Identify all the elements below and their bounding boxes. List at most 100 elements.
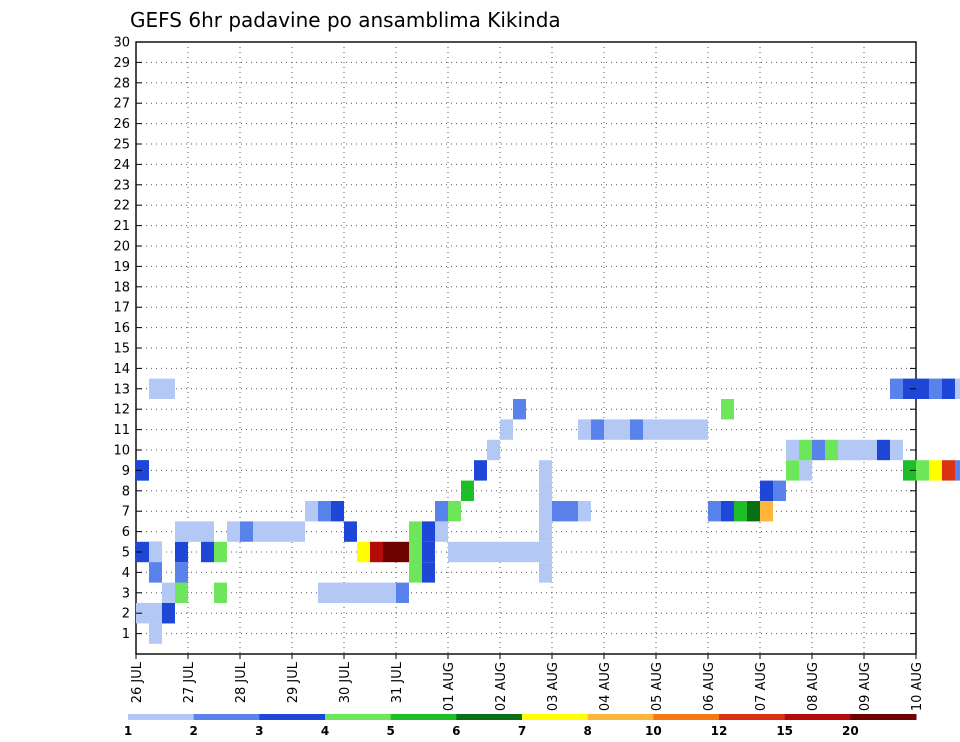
y-tick-label: 12	[113, 403, 130, 418]
precip-cell	[422, 521, 435, 542]
colorbar-label: 2	[189, 724, 197, 738]
y-tick-label: 16	[113, 321, 130, 336]
precip-cell	[162, 378, 175, 399]
x-tick-label: 04 AUG	[598, 662, 613, 711]
precip-cell	[890, 439, 903, 461]
precip-cell	[318, 501, 331, 522]
precip-cell	[396, 541, 409, 563]
precip-cell	[344, 582, 357, 603]
precip-cell	[864, 439, 877, 461]
colorbar-swatch	[325, 714, 392, 720]
precip-cell	[331, 582, 344, 603]
y-tick-label: 15	[113, 342, 130, 357]
colorbar-swatch	[587, 714, 654, 720]
precip-cell	[149, 603, 162, 624]
y-tick-label: 9	[122, 464, 130, 479]
colorbar-label: 1	[124, 724, 132, 738]
precip-cell	[370, 582, 383, 603]
colorbar-label: 20	[842, 724, 859, 738]
colorbar-label: 15	[776, 724, 793, 738]
colorbar-swatch	[456, 714, 523, 720]
colorbar-label: 7	[518, 724, 526, 738]
precip-cell	[539, 460, 552, 481]
precip-cell	[760, 501, 773, 522]
colorbar-swatch	[128, 714, 195, 720]
y-tick-label: 24	[113, 158, 130, 173]
precip-cell	[435, 521, 448, 542]
precip-cell	[175, 521, 188, 542]
precip-cell	[539, 480, 552, 501]
y-tick-label: 19	[113, 260, 130, 275]
precip-cell	[201, 541, 214, 563]
precip-cell	[669, 419, 682, 440]
colorbar-label: 6	[452, 724, 460, 738]
precip-cell	[955, 378, 960, 399]
precip-cell	[942, 460, 955, 481]
precip-cell	[136, 603, 149, 624]
precip-cell	[838, 439, 851, 461]
precip-cell	[214, 582, 227, 603]
precip-cell	[786, 460, 799, 481]
precip-cell	[461, 541, 474, 563]
precip-cell	[695, 419, 708, 440]
precip-cells	[136, 378, 960, 644]
colorbar-swatch	[259, 714, 326, 720]
precip-cell	[383, 541, 396, 563]
precip-cell	[877, 439, 890, 461]
precip-cell	[474, 541, 487, 563]
precip-cell	[539, 562, 552, 583]
precip-cell	[266, 521, 279, 542]
precip-cell	[578, 419, 591, 440]
precip-cell	[513, 541, 526, 563]
colorbar-swatch	[522, 714, 589, 720]
precip-cell	[955, 460, 960, 481]
colorbar-swatch	[784, 714, 851, 720]
precip-cell	[643, 419, 656, 440]
colorbar-swatch	[390, 714, 457, 720]
precip-cell	[825, 439, 838, 461]
y-tick-label: 23	[113, 178, 130, 193]
colorbar-swatch	[193, 714, 260, 720]
precip-cell	[227, 521, 240, 542]
precip-cell	[721, 399, 734, 420]
x-tick-label: 31 JUL	[390, 661, 405, 703]
precip-cell	[708, 501, 721, 522]
precip-cell	[487, 541, 500, 563]
precip-cell	[461, 480, 474, 501]
precip-cell	[305, 501, 318, 522]
y-tick-label: 20	[113, 240, 130, 255]
colorbar-label: 8	[583, 724, 591, 738]
precip-cell	[357, 582, 370, 603]
colorbar-label: 4	[321, 724, 329, 738]
x-tick-label: 03 AUG	[546, 662, 561, 711]
x-tick-label: 01 AUG	[442, 662, 457, 711]
y-tick-label: 2	[122, 607, 130, 622]
y-axis-ticks: 1234567891011121314151617181920212223242…	[113, 36, 916, 642]
x-tick-label: 26 JUL	[130, 661, 145, 703]
colorbar-swatch	[719, 714, 786, 720]
precip-cell	[292, 521, 305, 542]
precip-cell	[604, 419, 617, 440]
precip-cell	[500, 541, 513, 563]
y-tick-label: 26	[113, 117, 130, 132]
x-tick-label: 06 AUG	[702, 662, 717, 711]
precip-cell	[175, 541, 188, 563]
precip-cell	[799, 460, 812, 481]
precip-cell	[890, 378, 903, 399]
colorbar-label: 12	[711, 724, 728, 738]
precip-cell	[201, 521, 214, 542]
y-tick-label: 21	[113, 219, 130, 234]
precip-cell	[682, 419, 695, 440]
precip-cell	[162, 582, 175, 603]
x-tick-label: 09 AUG	[858, 662, 873, 711]
y-tick-label: 18	[113, 280, 130, 295]
precip-cell	[565, 501, 578, 522]
precip-cell	[149, 623, 162, 644]
precip-cell	[539, 541, 552, 563]
precip-cell	[279, 521, 292, 542]
precip-cell	[916, 460, 929, 481]
precip-cell	[409, 521, 422, 542]
y-tick-label: 4	[122, 566, 130, 581]
y-tick-label: 25	[113, 138, 130, 153]
precip-cell	[396, 582, 409, 603]
